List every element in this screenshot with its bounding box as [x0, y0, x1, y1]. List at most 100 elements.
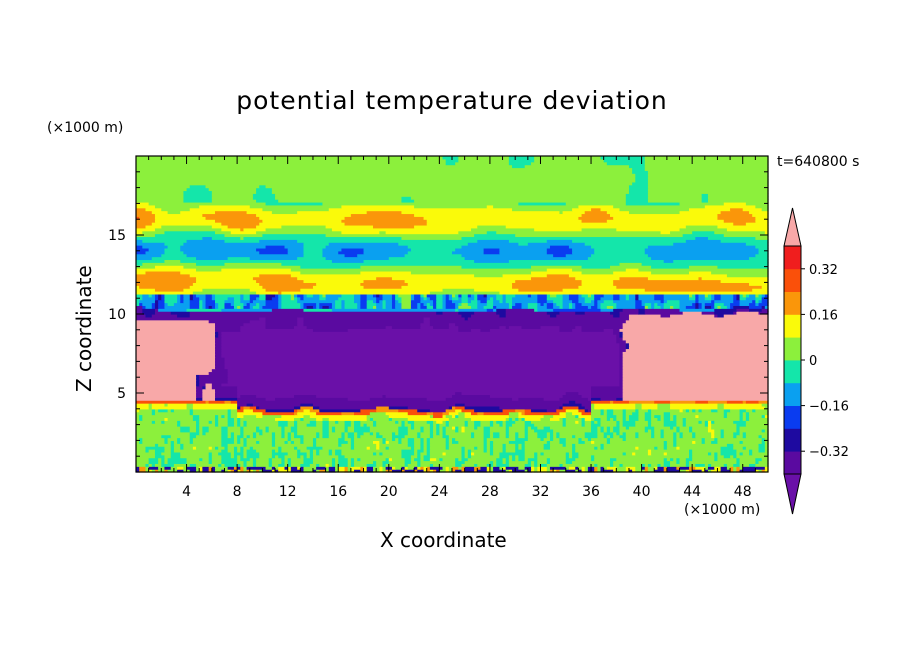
contour-cell [647, 178, 769, 183]
contour-cell [521, 443, 526, 447]
contour-cell [597, 466, 602, 470]
contour-cell [341, 443, 352, 447]
contour-cell [142, 440, 166, 444]
contour-cell [373, 460, 377, 464]
contour-cell [259, 250, 289, 255]
contour-cell [644, 161, 769, 166]
contour-cell [211, 196, 254, 200]
contour-cell [192, 408, 229, 413]
contour-cell [268, 428, 282, 433]
contour-cell [474, 296, 478, 301]
contour-cell [546, 299, 554, 304]
contour-cell [249, 434, 254, 439]
time-label: t=640800 s [777, 154, 860, 170]
contour-cell [508, 158, 535, 163]
contour-cell [407, 428, 421, 433]
contour-cell [265, 288, 301, 292]
contour-cell [275, 443, 314, 447]
contour-cell [704, 423, 709, 427]
contour-cell [534, 227, 583, 232]
contour-cell [227, 256, 251, 261]
contour-cell [628, 293, 636, 298]
contour-cell [376, 293, 380, 298]
contour-cell [230, 469, 235, 473]
contour-cell [215, 420, 219, 424]
contour-cell [363, 250, 409, 255]
contour-cell [723, 302, 731, 306]
contour-cell [616, 336, 624, 341]
contour-cell [651, 449, 690, 453]
contour-cell [461, 428, 466, 433]
contour-cell [540, 451, 545, 456]
contour-cell [211, 382, 222, 387]
contour-cell [259, 454, 273, 459]
contour-cell [303, 302, 317, 306]
contour-cell [610, 426, 614, 430]
contour-cell [502, 420, 507, 424]
contour-cell [246, 469, 251, 473]
contour-cell [303, 319, 425, 324]
contour-cell [455, 403, 466, 407]
contour-cell [395, 296, 403, 301]
contour-cell [309, 414, 368, 419]
contour-cell [745, 296, 756, 301]
contour-cell [707, 193, 769, 197]
contour-cell [341, 299, 346, 304]
contour-cell [316, 411, 342, 416]
contour-cell [136, 210, 153, 215]
contour-cell [259, 305, 263, 309]
contour-cell [290, 434, 295, 439]
contour-cell [619, 362, 624, 367]
contour-cell [685, 305, 696, 309]
contour-cell [568, 293, 579, 298]
contour-cell [467, 449, 472, 453]
contour-cell [167, 440, 172, 444]
contour-cell [581, 213, 611, 217]
contour-cell [158, 408, 169, 413]
contour-cell [265, 426, 270, 430]
contour-cell [549, 314, 557, 318]
contour-cell [565, 437, 579, 441]
contour-cell [745, 431, 769, 436]
contour-cell [376, 431, 380, 436]
contour-cell [628, 164, 646, 169]
contour-cell [136, 449, 147, 453]
contour-cell [417, 460, 421, 464]
contour-cell [344, 431, 349, 436]
contour-cell [256, 457, 270, 462]
contour-cell [164, 302, 169, 306]
contour-cell [420, 466, 425, 470]
contour-cell [158, 457, 162, 462]
contour-cell [297, 316, 305, 321]
contour-cell [363, 423, 368, 427]
contour-cell [486, 437, 516, 441]
contour-cell [237, 457, 241, 462]
contour-cell [259, 316, 267, 321]
contour-cell [442, 428, 447, 433]
contour-cell [524, 451, 535, 456]
contour-cell [591, 437, 608, 441]
contour-cell [224, 357, 621, 361]
contour-cell [243, 434, 248, 439]
contour-cell [445, 469, 450, 473]
contour-cell [391, 437, 396, 441]
contour-cell [237, 449, 241, 453]
contour-cell [663, 293, 690, 298]
contour-cell [420, 434, 431, 439]
contour-cell [562, 305, 570, 309]
contour-cell [300, 296, 305, 301]
contour-cell [420, 322, 431, 327]
contour-cell [549, 431, 554, 436]
contour-cell [496, 293, 504, 298]
contour-cell [644, 428, 649, 433]
contour-cell [512, 305, 523, 309]
contour-cell [682, 417, 687, 421]
contour-cell [221, 308, 273, 312]
contour-cell [373, 423, 377, 427]
contour-cell [666, 466, 677, 470]
contour-cell [448, 417, 472, 421]
contour-cell [676, 457, 681, 462]
contour-cell [660, 314, 671, 318]
contour-cell [167, 245, 181, 249]
contour-cell [259, 302, 267, 306]
